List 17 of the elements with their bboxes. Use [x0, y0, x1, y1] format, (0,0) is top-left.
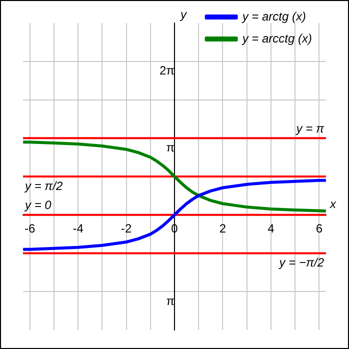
x-tick-label: 6 — [316, 221, 323, 236]
y-tick-label: π — [166, 140, 174, 154]
x-tick-label: 2 — [219, 221, 226, 236]
ref-line-label: y = 0 — [24, 198, 52, 212]
y-tick-label: π — [166, 294, 174, 308]
x-axis-title: x — [329, 197, 337, 212]
x-tick-label: -2 — [120, 221, 132, 236]
ref-line-label: y = −π/2 — [278, 256, 324, 270]
x-tick-label: 4 — [268, 221, 275, 236]
legend-label: y = arctg (x) — [241, 9, 306, 24]
x-tick-label: -6 — [24, 221, 36, 236]
x-tick-label: -4 — [72, 221, 84, 236]
legend-label: y = arcctg (x) — [241, 31, 312, 46]
ref-line-label: y = π/2 — [24, 178, 64, 193]
ref-line-label: y = π — [295, 121, 325, 136]
y-tick-label: 2π — [160, 64, 174, 78]
y-axis-title: y — [180, 7, 188, 22]
